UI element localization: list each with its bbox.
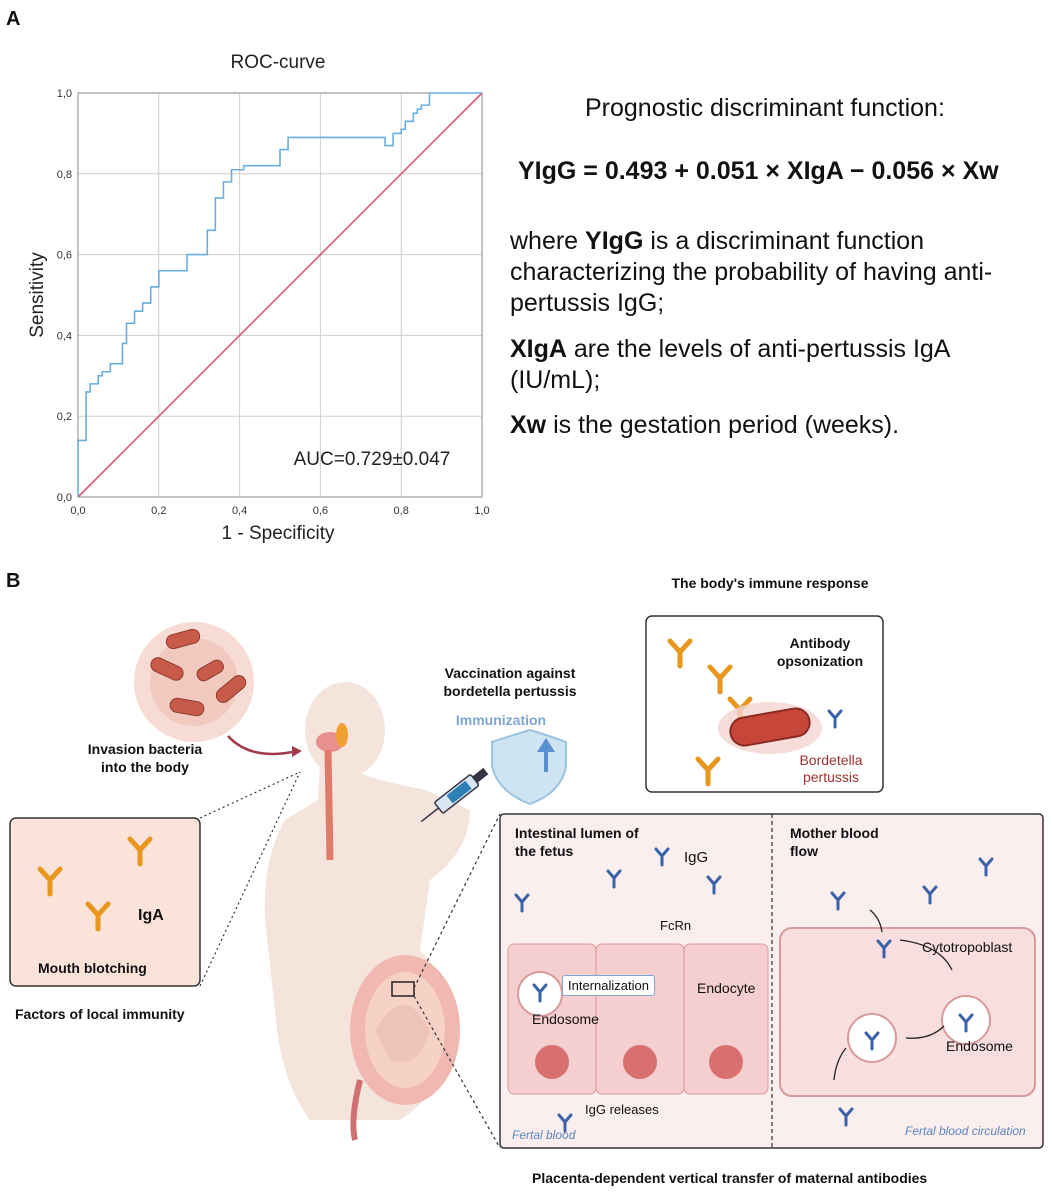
y-tick-label: 0,4	[57, 330, 72, 342]
internalization-label: Internalization	[562, 975, 655, 996]
arrow-up-icon	[537, 738, 555, 772]
mouth-blotching-box	[9, 817, 201, 987]
equation-desc-3: Xw is the gestation period (weeks).	[510, 410, 1030, 441]
placenta-transfer-label: Placenta-dependent vertical transfer of …	[532, 1170, 928, 1186]
x-tick-label: 0,2	[151, 505, 166, 517]
endosome-right-label: Endosome	[946, 1038, 1013, 1054]
cytotropoblast-cell	[779, 927, 1036, 1097]
intestinal-lumen-label: Intestinal lumen of the fetus	[515, 825, 639, 859]
fertal-blood-label: Fertal blood	[512, 1128, 576, 1142]
x-tick-label: 0,8	[394, 505, 409, 517]
x-axis-label: 1 - Specificity	[222, 523, 335, 544]
y-tick-label: 0,2	[57, 411, 72, 423]
bacteria-cluster-icon	[134, 622, 254, 742]
xiga-desc: are the levels of anti-pertussis IgA (IU…	[510, 335, 950, 394]
bordetella-bacterium-icon	[729, 707, 811, 747]
equation-desc-1: where YIgG is a discriminant function ch…	[510, 226, 1030, 319]
shield-icon	[491, 728, 567, 806]
igg-label: IgG	[684, 849, 709, 866]
iga-label: IgA	[138, 907, 164, 924]
immunization-label: Immunization	[455, 712, 547, 728]
mother-blood-flow-label: Mother blood flow	[790, 825, 879, 859]
fertal-circulation-label: Fertal blood circulation	[905, 1124, 1026, 1138]
pertussis-diagram	[9, 615, 1044, 1149]
xiga-term: XIgA	[510, 335, 567, 363]
igg-releases-label: IgG releases	[585, 1102, 659, 1117]
invasion-label: Invasion bacteria into the body	[87, 741, 203, 775]
fcrn-label: FcRn	[660, 918, 692, 933]
yigg-term: YIgG	[585, 227, 644, 255]
equation-formula: YIgG = 0.493 + 0.051 × XIgA − 0.056 × Xw	[518, 157, 999, 185]
where-text: where	[510, 227, 586, 255]
zoom-line-placenta-top-icon	[413, 813, 501, 989]
y-tick-label: 0,0	[57, 492, 72, 504]
pregnant-woman-figure	[264, 682, 470, 1141]
zoom-line-bottom-icon	[199, 771, 301, 987]
zoom-line-placenta-bottom-icon	[413, 995, 501, 1149]
xw-term: Xw	[510, 411, 547, 439]
invasion-arrowhead-icon	[292, 746, 302, 757]
plot-frame	[77, 92, 483, 498]
panel-b-label: B	[6, 570, 21, 592]
panel-a-label: A	[6, 8, 21, 30]
auc-annotation: AUC=0.729±0.047	[294, 449, 451, 470]
roc-chart: ROC-curve 0,00,0 0,2 0,2 0,4 0,4 0,6 0,6 0,8 0,8…	[27, 52, 490, 544]
equation-title: Prognostic discriminant function:	[585, 94, 945, 122]
x-tick-label: 0,0	[70, 505, 85, 517]
zoom-line-top-icon	[199, 771, 301, 819]
x-tick-label: 0,6	[313, 505, 328, 517]
endosome-left-label: Endosome	[532, 1011, 599, 1027]
y-tick-label: 1,0	[57, 88, 72, 100]
syringe-icon	[420, 767, 489, 823]
local-immunity-label: Factors of local immunity	[15, 1006, 185, 1022]
y-tick-label: 0,8	[57, 169, 72, 181]
immune-response-title: The body's immune response	[671, 575, 869, 591]
mouth-blotching-label: Mouth blotching	[38, 960, 147, 976]
cytotropoblast-label: Cytotropoblast	[922, 939, 1013, 955]
yigg-desc: is a discriminant function characterizin…	[510, 227, 993, 317]
x-tick-label: 1,0	[474, 505, 489, 517]
bordetella-label: Bordetella pertussis	[799, 752, 863, 785]
vaccination-label: Vaccination against bordetella pertussis	[443, 665, 577, 699]
chart-ticks: 0,00,0 0,2 0,2 0,4 0,4 0,6 0,6 0,8 0,8 1,0 1,0	[57, 88, 490, 517]
y-axis-label: Sensitivity	[27, 252, 48, 338]
opsonization-label: Antibody opsonization	[776, 635, 864, 669]
roc-curve-line	[77, 92, 482, 497]
transfer-arrows-icon	[833, 909, 953, 1081]
xw-desc: is the gestation period (weeks).	[546, 411, 900, 439]
y-tick-label: 0,6	[57, 250, 72, 262]
reference-line	[77, 92, 483, 498]
endocyte-label: Endocyte	[697, 980, 756, 996]
invasion-arrow-icon	[227, 735, 293, 756]
chart-title: ROC-curve	[230, 52, 325, 73]
x-tick-label: 0,4	[232, 505, 247, 517]
equation-desc-2: XIgA are the levels of anti-pertussis Ig…	[510, 334, 1030, 396]
